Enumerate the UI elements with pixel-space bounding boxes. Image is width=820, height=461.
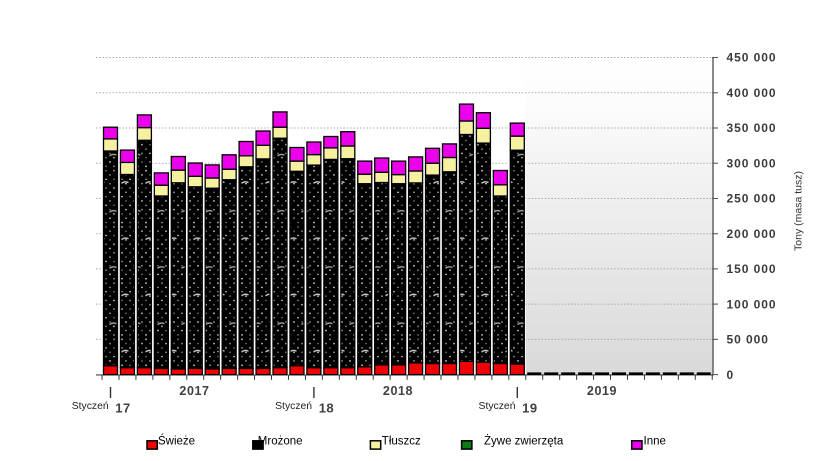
svg-text:0: 0 bbox=[727, 368, 735, 382]
svg-text:Styczeń: Styczeń bbox=[479, 401, 516, 412]
svg-text:300 000: 300 000 bbox=[727, 156, 777, 170]
svg-text:Świeże: Świeże bbox=[158, 435, 195, 448]
svg-text:200 000: 200 000 bbox=[727, 227, 777, 241]
svg-text:Styczeń: Styczeń bbox=[72, 401, 109, 412]
svg-text:100 000: 100 000 bbox=[727, 297, 777, 311]
svg-text:Tony (masa tusz): Tony (masa tusz) bbox=[793, 171, 805, 251]
svg-text:150 000: 150 000 bbox=[727, 262, 777, 276]
svg-text:2019: 2019 bbox=[587, 384, 617, 398]
svg-text:19: 19 bbox=[522, 400, 537, 415]
svg-text:250 000: 250 000 bbox=[727, 192, 777, 206]
svg-text:Tłuszcz: Tłuszcz bbox=[382, 436, 421, 448]
svg-text:Mrożone: Mrożone bbox=[258, 436, 303, 448]
svg-text:Żywe zwierzęta: Żywe zwierzęta bbox=[484, 435, 564, 448]
svg-text:17: 17 bbox=[115, 400, 130, 415]
svg-text:Styczeń: Styczeń bbox=[275, 401, 312, 412]
svg-text:350 000: 350 000 bbox=[727, 121, 777, 135]
svg-text:450 000: 450 000 bbox=[727, 51, 777, 65]
svg-text:18: 18 bbox=[319, 400, 334, 415]
svg-text:Inne: Inne bbox=[644, 436, 666, 448]
svg-text:2017: 2017 bbox=[179, 384, 209, 398]
svg-text:2018: 2018 bbox=[383, 384, 413, 398]
svg-text:400 000: 400 000 bbox=[727, 86, 777, 100]
svg-text:50 000: 50 000 bbox=[727, 333, 769, 347]
